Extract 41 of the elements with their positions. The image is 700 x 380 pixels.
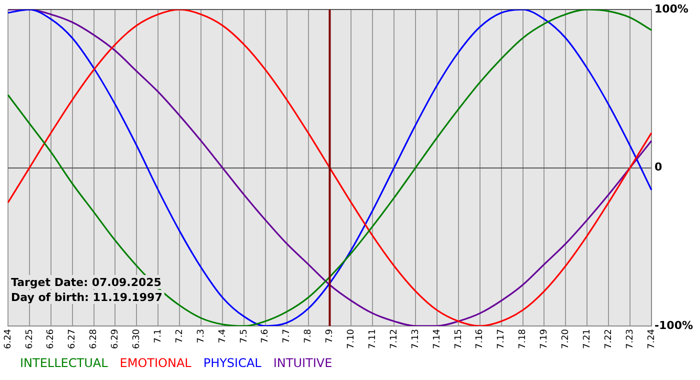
x-tick-label: 7.2	[174, 328, 185, 344]
x-tick-label: 7.14	[432, 328, 442, 350]
x-tick-label: 7.10	[346, 328, 357, 350]
x-tick-label: 7.8	[304, 328, 314, 344]
x-tick-label: 7.12	[389, 328, 400, 350]
y-tick-label: 100%	[654, 2, 688, 16]
x-tick-label: 6.26	[46, 328, 56, 350]
x-tick-label: 6.29	[110, 328, 121, 350]
text: EMOTIONAL	[120, 356, 192, 370]
x-tick-label: 7.18	[518, 328, 528, 350]
x-tick-label: 7.17	[496, 328, 507, 350]
x-tick-label: 6.30	[132, 328, 142, 350]
x-tick-label: 6.28	[89, 328, 100, 350]
x-tick-label: 7.24	[646, 328, 657, 350]
x-tick-label: 7.22	[604, 328, 614, 350]
y-tick-label: -100%	[654, 318, 694, 332]
x-tick-label: 6.25	[24, 328, 35, 350]
x-tick-label: 7.3	[196, 328, 206, 344]
x-tick-label: 7.19	[540, 328, 550, 350]
annotation: Day of birth: 11.19.1997	[11, 290, 162, 304]
x-tick-label: 7.20	[561, 328, 571, 350]
text: PHYSICAL	[203, 356, 262, 370]
x-tick-label: 7.16	[475, 328, 486, 350]
x-tick-label: 6.24	[3, 328, 14, 350]
text: INTELLECTUAL	[20, 356, 108, 370]
x-tick-label: 7.15	[454, 328, 464, 350]
y-tick-label: 0	[654, 160, 662, 174]
x-tick-label: 7.5	[239, 328, 250, 344]
x-tick-label: 7.1	[153, 328, 164, 344]
x-tick-label: 7.4	[218, 328, 228, 344]
x-tick-label: 7.13	[410, 328, 421, 350]
x-tick-label: 7.11	[368, 328, 378, 350]
annotation: Target Date: 07.09.2025	[11, 276, 162, 289]
text: INTUITIVE	[273, 356, 332, 370]
x-tick-label: 7.21	[582, 328, 592, 350]
x-tick-label: 7.6	[260, 328, 271, 344]
x-tick-label: 7.9	[325, 328, 336, 344]
line-series	[7, 10, 652, 326]
x-tick-label: 6.27	[68, 328, 78, 350]
x-tick-label: 7.7	[282, 328, 292, 344]
x-tick-label: 7.23	[625, 328, 636, 350]
